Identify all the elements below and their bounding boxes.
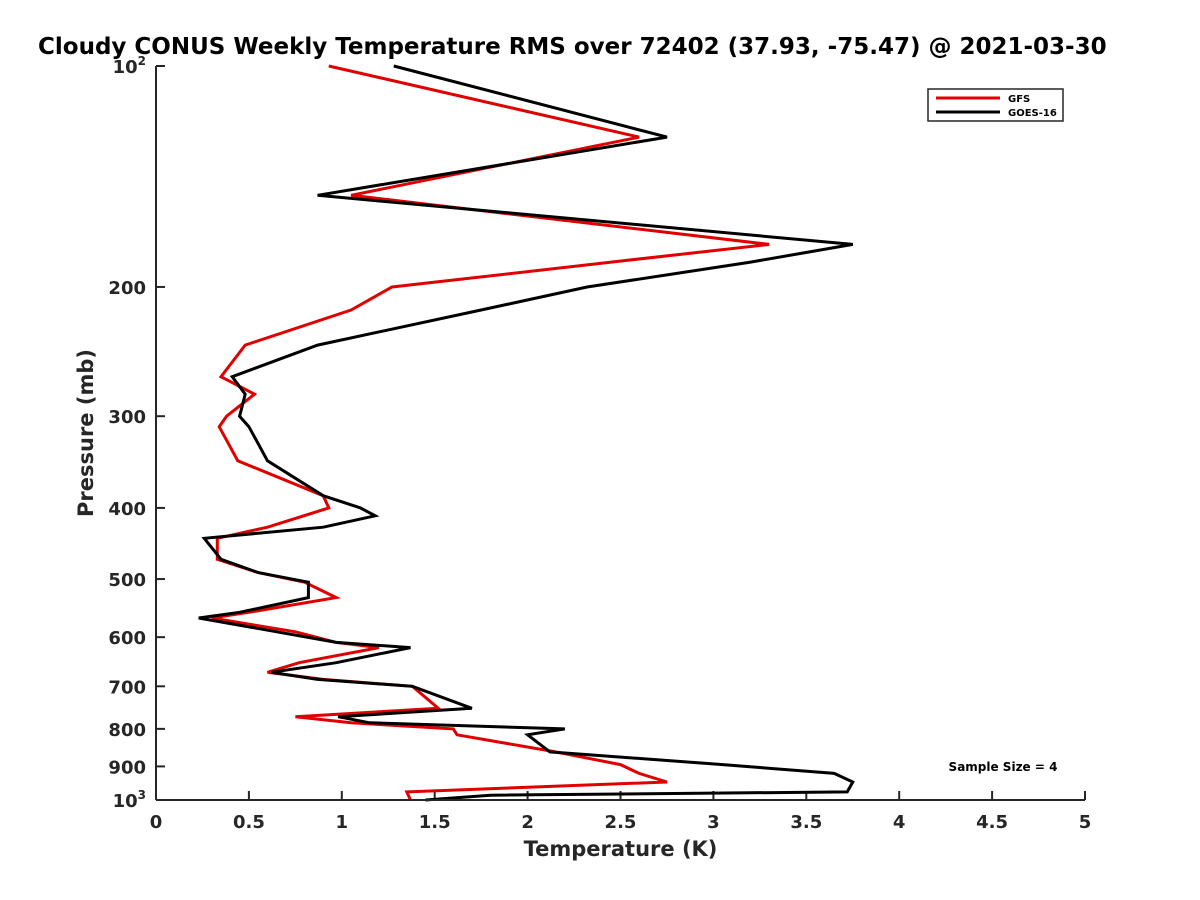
plot-area xyxy=(156,66,1085,800)
tick-group: 0 0.5 1 1.5 2 2.5 3 3.5 4 4.5 5 102 200 300 400 500 600 7… xyxy=(108,54,1091,833)
x-tick-label: 2.5 xyxy=(605,812,637,833)
chart-title: Cloudy CONUS Weekly Temperature RMS over… xyxy=(38,34,1107,60)
y-tick-label: 102 xyxy=(113,54,146,78)
y-tick-label: 200 xyxy=(108,278,146,299)
x-tick-label: 3.5 xyxy=(790,812,822,833)
x-tick-label: 0.5 xyxy=(233,812,265,833)
x-tick-label: 4 xyxy=(893,812,906,833)
legend-label: GFS xyxy=(1008,94,1030,105)
x-tick-label: 4.5 xyxy=(976,812,1008,833)
x-tick-label: 2 xyxy=(521,812,534,833)
y-tick-label: 500 xyxy=(108,570,146,591)
y-tick-label: 400 xyxy=(108,499,146,520)
y-tick-label: 800 xyxy=(108,720,146,741)
legend-box xyxy=(927,88,1064,122)
legend-label: GOES-16 xyxy=(1008,108,1057,119)
y-tick-label: 103 xyxy=(113,788,146,812)
series-line-gfs xyxy=(211,64,770,801)
x-tick-label: 0 xyxy=(150,812,163,833)
series-group xyxy=(198,64,855,802)
y-tick-label: 700 xyxy=(108,677,146,698)
x-tick-label: 3 xyxy=(707,812,720,833)
y-axis-label: Pressure (mb) xyxy=(74,349,98,517)
legend: GFS GOES-16 xyxy=(927,88,1064,122)
x-tick-label: 1 xyxy=(336,812,349,833)
series-line-goes-16 xyxy=(198,64,855,802)
x-tick-label: 5 xyxy=(1079,812,1092,833)
y-tick-label: 300 xyxy=(108,407,146,428)
y-tick-label: 600 xyxy=(108,628,146,649)
sample-size-annotation: Sample Size = 4 xyxy=(949,760,1058,774)
y-tick-label: 900 xyxy=(108,757,146,778)
x-axis-label: Temperature (K) xyxy=(524,837,718,861)
x-tick-label: 1.5 xyxy=(419,812,451,833)
